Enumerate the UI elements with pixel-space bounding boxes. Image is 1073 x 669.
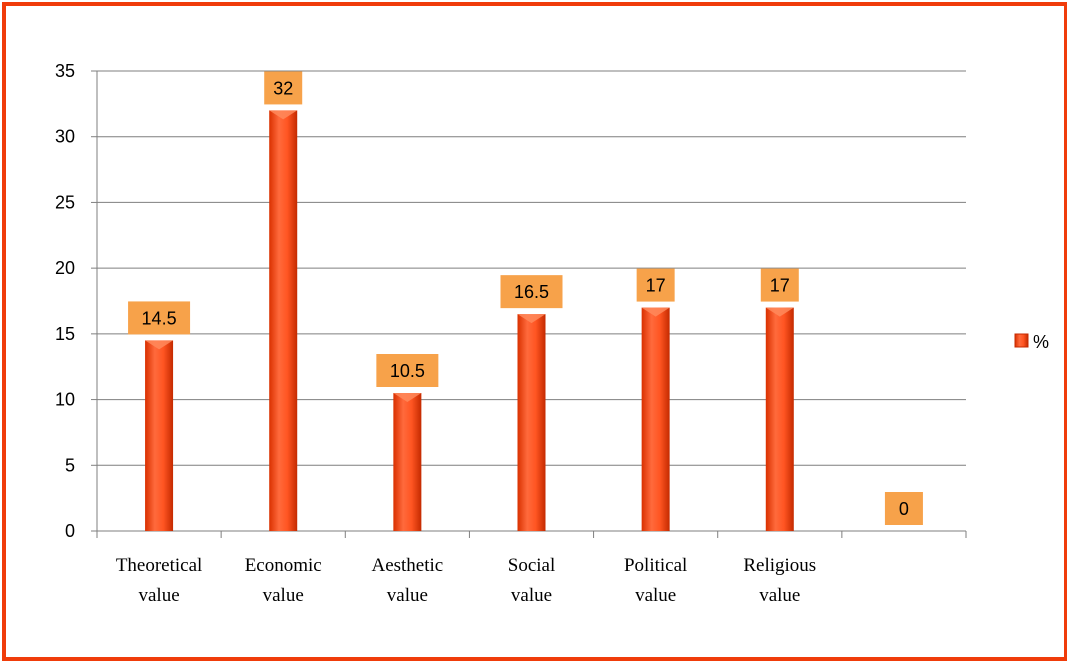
bars: [145, 110, 794, 531]
bar: [765, 307, 794, 531]
y-tick-label: 20: [55, 258, 75, 278]
bar: [641, 307, 670, 531]
legend-label: %: [1033, 332, 1049, 352]
data-label: 14.5: [142, 308, 177, 328]
bar-cap: [641, 307, 670, 317]
x-tick-label: Economic: [245, 555, 322, 576]
x-tick-label: Theoretical: [116, 555, 203, 576]
data-label: 17: [646, 276, 666, 296]
data-label-box: [636, 268, 675, 302]
bar: [517, 314, 546, 531]
x-tick-label: value: [138, 585, 179, 606]
data-label-box: [760, 268, 799, 302]
legend-swatch: [1014, 333, 1029, 348]
x-tick-label: value: [511, 585, 552, 606]
x-tick-label: Political: [624, 555, 687, 576]
data-label-box: [884, 492, 923, 525]
y-tick-label: 15: [55, 324, 75, 344]
data-label-box: [500, 275, 563, 309]
x-tick-label: value: [263, 585, 304, 606]
x-tick-label: Aesthetic: [371, 555, 443, 576]
data-label: 17: [770, 276, 790, 296]
data-label-box: [128, 301, 191, 335]
x-tick-label: value: [387, 585, 428, 606]
legend: %: [1014, 332, 1049, 352]
bar-cap: [269, 110, 298, 120]
data-label: 32: [273, 78, 293, 98]
x-tick-label: Religious: [743, 555, 816, 576]
gridlines: [97, 70, 966, 466]
x-tick-label: Social: [508, 555, 556, 576]
y-tick-label: 30: [55, 127, 75, 147]
bar-cap: [145, 340, 174, 350]
data-label: 10.5: [390, 361, 425, 381]
data-labels: 14.5 32 10.5 16.5 17 17 0: [128, 71, 923, 525]
x-tick-label: value: [635, 585, 676, 606]
x-tick-label: value: [759, 585, 800, 606]
data-label: 0: [899, 499, 909, 519]
bar-cap: [393, 393, 422, 402]
bar-cap: [765, 307, 794, 317]
data-label-box: [264, 71, 303, 105]
y-tick-label: 35: [55, 61, 75, 81]
axes: 0 5 10 15 20 25 30 35: [55, 61, 967, 541]
bar-cap: [517, 314, 546, 324]
y-tick-label: 10: [55, 390, 75, 410]
data-label-box: [376, 354, 439, 387]
bar: [393, 393, 422, 531]
data-label: 16.5: [514, 282, 549, 302]
bar: [269, 110, 298, 531]
category-labels: Theoretical value Economic value Aesthetic va…: [116, 555, 816, 606]
y-tick-label: 5: [65, 455, 75, 475]
bar: [145, 340, 174, 531]
y-tick-label: 25: [55, 192, 75, 212]
y-tick-label: 0: [65, 521, 75, 541]
